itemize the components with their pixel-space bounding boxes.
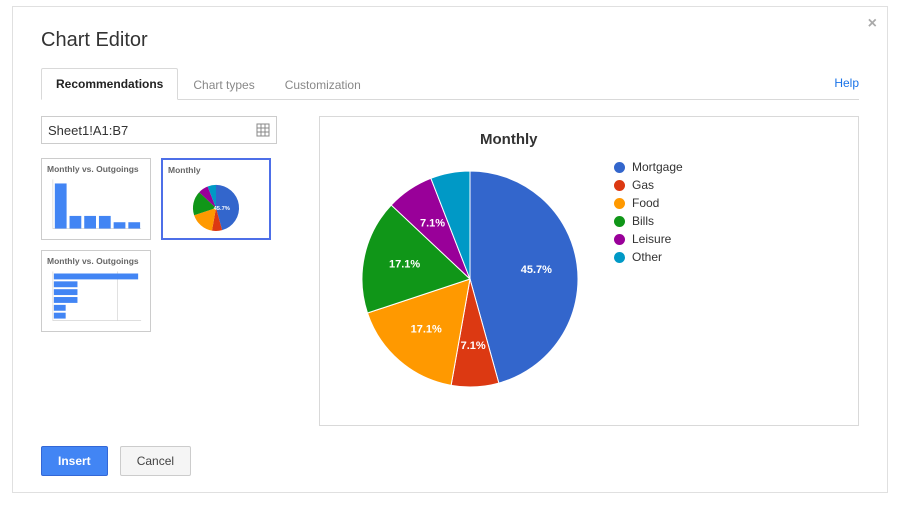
chart-thumbnail[interactable]: Monthly 45.7% [161,158,271,240]
preview-chart-title: Monthly [480,131,838,148]
legend-label: Gas [632,178,654,192]
legend-swatch [614,162,625,173]
range-text: Sheet1!A1:B7 [48,123,128,138]
left-column: Sheet1!A1:B7 Monthly vs. Outgoings Monthl… [41,116,297,426]
select-range-icon[interactable] [256,123,270,137]
tab-chart-types[interactable]: Chart types [178,69,269,100]
thumbnail-title: Monthly vs. Outgoings [47,164,145,174]
thumbnail-title: Monthly vs. Outgoings [47,256,145,266]
chart-thumbnail[interactable]: Monthly vs. Outgoings [41,250,151,332]
insert-button[interactable]: Insert [41,446,108,476]
legend-item: Mortgage [614,160,683,174]
legend-label: Food [632,196,659,210]
legend-item: Gas [614,178,683,192]
legend-label: Leisure [632,232,671,246]
legend-label: Mortgage [632,160,683,174]
tab-bar: RecommendationsChart typesCustomization … [41,70,859,100]
thumbnail-title: Monthly [168,165,264,175]
legend-label: Bills [632,214,654,228]
dialog-title: Chart Editor [13,7,887,70]
pie-chart: 45.7% 7.1% 17.1% 17.1% 7.1% [340,154,600,394]
cancel-button[interactable]: Cancel [120,446,191,476]
legend-swatch [614,252,625,263]
svg-text:45.7%: 45.7% [214,206,230,212]
tab-recommendations[interactable]: Recommendations [41,68,178,100]
dialog-button-row: Insert Cancel [13,426,887,476]
slice-label: 7.1% [461,340,486,352]
chart-preview-panel: Monthly 45.7% 7.1% 17.1% 17.1% 7.1% Mortgage… [319,116,859,426]
legend-swatch [614,180,625,191]
tab-customization[interactable]: Customization [270,69,376,100]
legend-item: Food [614,196,683,210]
close-icon[interactable]: × [868,15,877,33]
help-link[interactable]: Help [834,76,859,90]
legend-item: Leisure [614,232,683,246]
chart-editor-dialog: × Chart Editor RecommendationsChart type… [12,6,888,493]
legend-swatch [614,234,625,245]
chart-thumbnail[interactable]: Monthly vs. Outgoings [41,158,151,240]
slice-label: 17.1% [389,259,420,271]
range-input[interactable]: Sheet1!A1:B7 [41,116,277,144]
thumbnail-chart: 45.7% [168,178,264,236]
legend-swatch [614,198,625,209]
slice-label: 17.1% [411,324,442,336]
thumbnail-chart [47,269,145,327]
chart-legend: Mortgage Gas Food Bills Leisure Other [614,160,683,268]
thumbnail-chart [47,177,145,235]
slice-label: 45.7% [521,264,552,276]
chart-thumbnails: Monthly vs. OutgoingsMonthly45.7%Monthly… [41,158,297,332]
legend-item: Other [614,250,683,264]
slice-label: 7.1% [420,217,445,229]
legend-swatch [614,216,625,227]
legend-label: Other [632,250,662,264]
legend-item: Bills [614,214,683,228]
